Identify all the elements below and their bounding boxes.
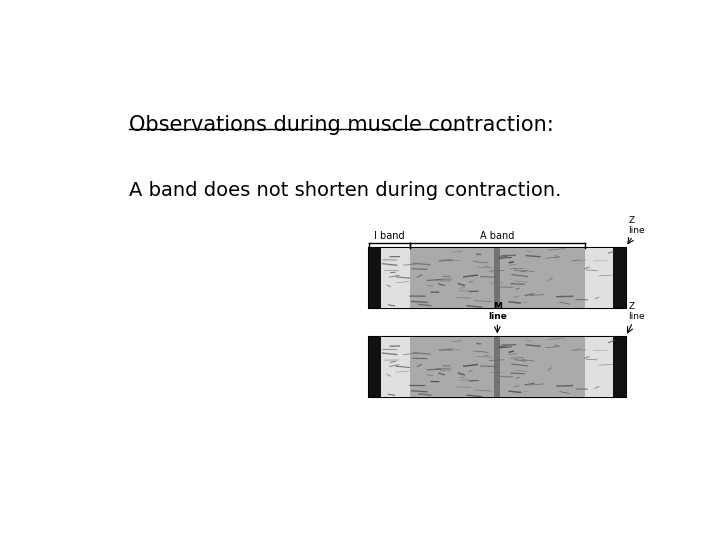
Text: I band: I band: [374, 231, 405, 241]
Bar: [369, 248, 626, 308]
Bar: [382, 337, 410, 397]
Bar: [382, 248, 410, 308]
Bar: [494, 337, 500, 397]
Bar: [369, 337, 382, 397]
Text: A band does not shorten during contraction.: A band does not shorten during contracti…: [129, 181, 562, 200]
Bar: [613, 248, 626, 308]
Bar: [585, 248, 613, 308]
Bar: [494, 248, 500, 308]
Bar: [410, 248, 585, 308]
Text: Observations during muscle contraction:: Observations during muscle contraction:: [129, 114, 554, 134]
Bar: [585, 337, 613, 397]
Text: M
line: M line: [488, 302, 507, 321]
Text: Z
line: Z line: [629, 302, 645, 321]
Text: Z
line: Z line: [629, 216, 645, 235]
Bar: [410, 337, 585, 397]
Text: A band: A band: [480, 231, 515, 241]
Bar: [369, 248, 382, 308]
Bar: [613, 337, 626, 397]
Bar: [369, 337, 626, 397]
